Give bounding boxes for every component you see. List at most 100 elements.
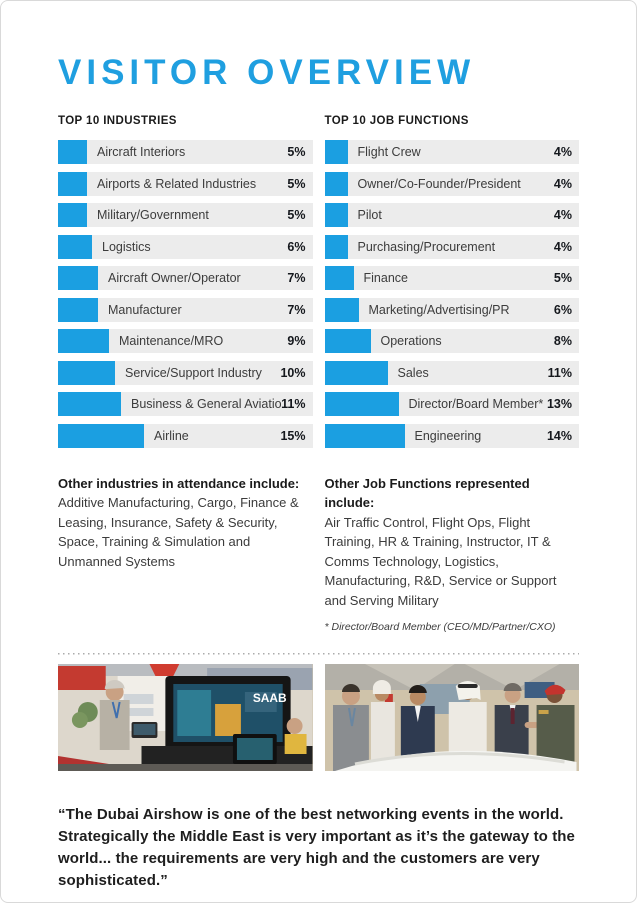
bar-label: Operations	[380, 334, 442, 348]
bar-label: Airports & Related Industries	[97, 176, 257, 191]
quote-section: “The Dubai Airshow is one of the best ne…	[58, 804, 579, 902]
bar-value: 5%	[553, 271, 572, 285]
bar-row: Sales 11%	[324, 360, 579, 385]
bar-row: Finance 5%	[324, 266, 579, 290]
bar-label: Finance	[363, 271, 408, 285]
attribution-name-role: Adam Thomas, Senior Press Officer,	[58, 901, 264, 902]
bar-value: 13%	[546, 397, 572, 411]
bar-value: 4%	[553, 145, 572, 159]
industries-chart-heading: TOP 10 INDUSTRIES	[58, 115, 177, 127]
job-functions-chart: TOP 10 JOB FUNCTIONS Flight Crew 4% Owner/…	[324, 115, 579, 448]
director-footnote: * Director/Board Member (CEO/MD/Partner/…	[324, 621, 556, 633]
bar-row: Pilot 4%	[324, 203, 579, 227]
other-industries-body: Additive Manufacturing, Cargo, Finance &…	[58, 495, 299, 569]
bar	[58, 266, 98, 290]
bar-row: Owner/Co-Founder/President 4%	[324, 171, 579, 196]
bar-value: 4%	[553, 239, 572, 254]
bar-value: 15%	[280, 428, 306, 443]
bar-row: Military/Government 5%	[58, 203, 313, 227]
bar	[324, 297, 359, 322]
industries-chart: TOP 10 INDUSTRIES Aircraft Interiors 5% Ai…	[58, 115, 313, 448]
bar	[58, 203, 87, 227]
bar-label: Marketing/Advertising/PR	[368, 302, 510, 317]
bar-row: Operations 8%	[324, 329, 579, 353]
bar	[324, 423, 405, 448]
bar-label: Owner/Co-Founder/President	[357, 176, 521, 191]
bar-value: 8%	[553, 334, 572, 348]
bar	[324, 266, 354, 290]
other-industries-block: Other industries in attendance include: …	[58, 474, 313, 634]
dotted-divider-top	[58, 653, 579, 655]
bar-value: 7%	[287, 271, 306, 285]
delegation-group-photo	[324, 664, 579, 771]
exhibitor-demo-photo: SAAB	[58, 664, 313, 771]
photos-section: SAAB	[58, 664, 579, 771]
other-job-functions-heading: Other Job Functions represented include:	[324, 475, 530, 511]
bar	[324, 171, 348, 196]
bar	[324, 203, 348, 227]
bar-row: Engineering 14%	[324, 423, 579, 448]
bar	[58, 234, 92, 259]
bar-value: 4%	[553, 176, 572, 191]
bar-label: Engineering	[414, 428, 482, 443]
bar-label: Director/Board Member*	[408, 397, 544, 411]
bar-value: 9%	[287, 334, 306, 348]
bar	[58, 140, 87, 164]
bar-label: Flight Crew	[357, 145, 421, 159]
bar-label: Sales	[397, 365, 429, 380]
bar	[324, 360, 388, 385]
bar	[58, 329, 109, 353]
bar-row: Manufacturer 7%	[58, 297, 313, 322]
job-functions-chart-heading: TOP 10 JOB FUNCTIONS	[324, 115, 469, 127]
bar	[58, 171, 87, 196]
bar-row: Flight Crew 4%	[324, 140, 579, 164]
bar-row: Director/Board Member* 13%	[324, 392, 579, 416]
saab-screen-text: SAAB	[253, 691, 287, 705]
other-job-functions-block: Other Job Functions represented include:…	[325, 474, 580, 634]
bar-label: Airline	[154, 428, 189, 443]
bar-value: 4%	[553, 208, 572, 222]
industries-chart-rows: Aircraft Interiors 5% Airports & Related I…	[58, 140, 313, 448]
bar-value: 11%	[547, 365, 572, 380]
other-industries-heading: Other industries in attendance include:	[58, 475, 300, 491]
bar-row: Business & General Aviation 11%	[58, 392, 313, 416]
bar-value: 6%	[553, 302, 572, 317]
bar-label: Pilot	[357, 208, 382, 222]
bar	[324, 140, 348, 164]
other-job-functions-body: Air Traffic Control, Flight Ops, Flight …	[324, 514, 557, 608]
attribution-organisation: Department for International Trade Defen…	[58, 901, 547, 902]
bar	[58, 360, 115, 385]
charts-section: TOP 10 INDUSTRIES Aircraft Interiors 5% Ai…	[58, 115, 579, 448]
bar-value: 11%	[281, 397, 306, 411]
bar	[324, 329, 371, 353]
bar	[324, 392, 399, 416]
bar-value: 10%	[280, 365, 306, 380]
bar-row: Aircraft Interiors 5%	[58, 140, 313, 164]
bar-value: 6%	[287, 239, 306, 254]
job-functions-chart-rows: Flight Crew 4% Owner/Co-Founder/President 4…	[324, 140, 579, 448]
bar-label: Business & General Aviation	[131, 397, 282, 411]
bar-label: Purchasing/Procurement	[357, 239, 496, 254]
bar	[58, 297, 98, 322]
bar-value: 5%	[287, 208, 306, 222]
quote-attribution: Adam Thomas, Senior Press Officer, Depar…	[58, 900, 579, 902]
bar-value: 14%	[546, 428, 572, 443]
bar-row: Aircraft Owner/Operator 7%	[58, 266, 313, 290]
bar-value: 5%	[287, 145, 306, 159]
bar-row: Logistics 6%	[58, 234, 313, 259]
bar-label: Maintenance/MRO	[119, 334, 224, 348]
bar-row: Maintenance/MRO 9%	[58, 329, 313, 353]
bar	[58, 423, 144, 448]
bar-value: 5%	[287, 176, 306, 191]
bar	[58, 392, 121, 416]
bar-row: Purchasing/Procurement 4%	[324, 234, 579, 259]
bar-label: Military/Government	[97, 208, 209, 222]
bar-label: Manufacturer	[108, 302, 182, 317]
bar-label: Logistics	[102, 239, 151, 254]
bar-label: Service/Support Industry	[125, 365, 262, 380]
bar-row: Marketing/Advertising/PR 6%	[324, 297, 579, 322]
quote-text: “The Dubai Airshow is one of the best ne…	[58, 806, 575, 889]
page-title: VISITOR OVERVIEW	[58, 53, 476, 92]
bar	[324, 234, 348, 259]
